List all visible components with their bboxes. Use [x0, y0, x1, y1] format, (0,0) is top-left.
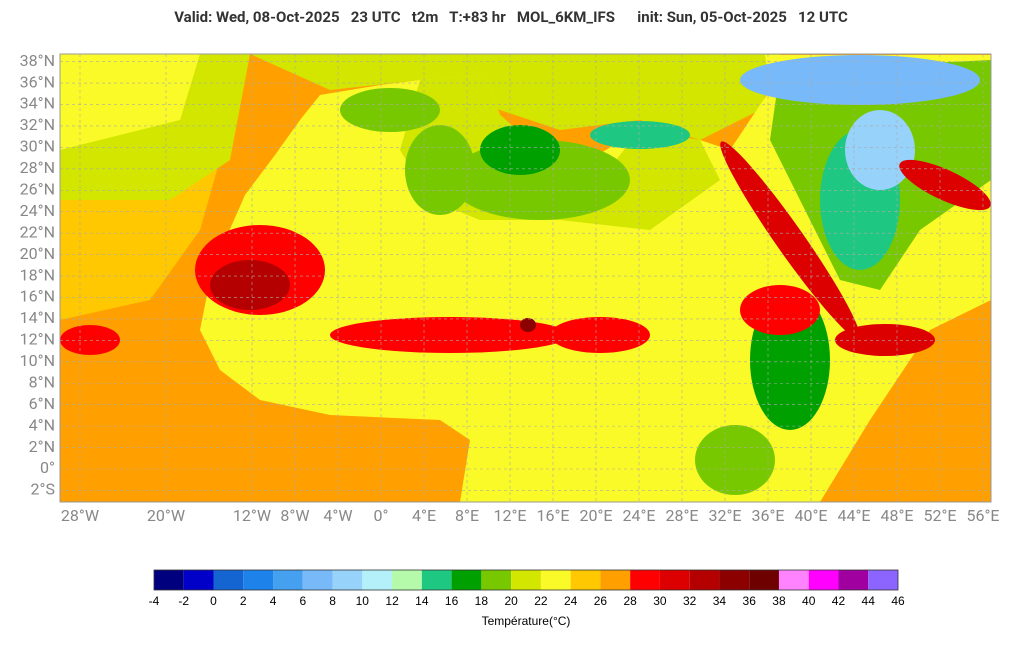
colorbar-bin: [719, 570, 750, 590]
lat-tick-label: 38°N: [20, 51, 55, 70]
title: Valid: Wed, 08-Oct-2025 23 UTC t2m T:+83…: [174, 8, 848, 26]
lat-tick-label: 34°N: [20, 94, 55, 113]
lon-tick-label: 24°E: [622, 506, 655, 525]
lat-tick-label: 0°: [40, 458, 55, 477]
colorbar-label: 18: [475, 594, 489, 608]
colorbar-bin: [540, 570, 571, 590]
colorbar-label: -2: [178, 594, 189, 608]
colorbar-label: 30: [653, 594, 667, 608]
colorbar-bin: [689, 570, 720, 590]
lon-tick-label: 52°E: [923, 506, 956, 525]
colorbar-bin: [451, 570, 482, 590]
colorbar-label: 22: [534, 594, 548, 608]
colorbar-label: 10: [356, 594, 370, 608]
colorbar-label: 24: [564, 594, 578, 608]
lat-tick-label: 2°S: [31, 480, 55, 499]
colorbar-label: 12: [385, 594, 399, 608]
lon-tick-label: 40°E: [794, 506, 827, 525]
graticule: [60, 54, 991, 502]
colorbar-label: 20: [504, 594, 518, 608]
lon-tick-label: 48°E: [880, 506, 913, 525]
colorbar-bin: [362, 570, 393, 590]
lat-tick-label: 24°N: [20, 201, 55, 220]
lat-tick-label: 10°N: [20, 351, 55, 370]
colorbar-bin: [332, 570, 363, 590]
lon-tick-label: 0°: [374, 506, 389, 525]
colorbar-label: 34: [713, 594, 727, 608]
colorbar-label: -4: [149, 594, 160, 608]
lon-tick-label: 8°E: [455, 506, 479, 525]
colorbar-label: 32: [683, 594, 697, 608]
colorbar-label: 38: [772, 594, 786, 608]
colorbar-bin: [481, 570, 512, 590]
colorbar-bin: [243, 570, 274, 590]
lat-tick-label: 20°N: [20, 244, 55, 263]
colorbar-bin: [302, 570, 333, 590]
lon-tick-label: 44°E: [837, 506, 870, 525]
colorbar-title: Température(°C): [482, 614, 571, 628]
map-frame: [59, 53, 992, 503]
map-field: [60, 54, 991, 502]
colorbar-label: 46: [891, 594, 905, 608]
colorbar-bin: [570, 570, 601, 590]
colorbar-label: 2: [240, 594, 247, 608]
lat-tick-label: 6°N: [29, 394, 55, 413]
lon-tick-label: 28°E: [665, 506, 698, 525]
lat-tick-label: 32°N: [20, 115, 55, 134]
lat-tick-label: 36°N: [20, 72, 55, 91]
colorbar-bin: [659, 570, 690, 590]
lat-tick-label: 14°N: [20, 308, 55, 327]
lon-tick-label: 32°E: [708, 506, 741, 525]
lon-tick-label: 56°E: [966, 506, 999, 525]
colorbar-bin: [421, 570, 452, 590]
colorbar-bin: [778, 570, 809, 590]
colorbar-frame: [153, 569, 899, 591]
lat-tick-label: 26°N: [20, 179, 55, 198]
lat-tick-label: 4°N: [29, 415, 55, 434]
lon-tick-label: 12°W: [233, 506, 271, 525]
colorbar-bin: [392, 570, 422, 590]
lon-tick-label: 36°E: [751, 506, 784, 525]
lat-tick-label: 12°N: [20, 330, 55, 349]
lat-tick-label: 16°N: [20, 287, 55, 306]
colorbar-label: 14: [415, 594, 429, 608]
lon-tick-label: 12°E: [493, 506, 526, 525]
colorbar-label: 42: [832, 594, 846, 608]
colorbar-label: 26: [594, 594, 608, 608]
colorbar-bin: [213, 570, 244, 590]
colorbar-bin: [273, 570, 303, 590]
lon-tick-label: 20°E: [579, 506, 612, 525]
lon-tick-label: 4°E: [412, 506, 436, 525]
colorbar-bin: [749, 570, 779, 590]
colorbar-bin: [630, 570, 660, 590]
lat-tick-label: 28°N: [20, 158, 55, 177]
lon-tick-label: 20°W: [147, 506, 185, 525]
lat-tick-label: 22°N: [20, 222, 55, 241]
colorbar-bin: [838, 570, 869, 590]
colorbar-bin: [183, 570, 214, 590]
colorbar-bin: [808, 570, 839, 590]
colorbar-label: 0: [210, 594, 217, 608]
colorbar-label: 28: [623, 594, 637, 608]
lon-tick-label: 16°E: [536, 506, 569, 525]
lon-tick-label: 4°W: [323, 506, 352, 525]
lon-tick-label: 8°W: [280, 506, 309, 525]
lat-tick-label: 30°N: [20, 137, 55, 156]
lat-tick-label: 2°N: [29, 437, 55, 456]
lat-tick-label: 18°N: [20, 265, 55, 284]
colorbar-label: 4: [270, 594, 277, 608]
lat-tick-label: 8°N: [29, 372, 55, 391]
colorbar-label: 6: [299, 594, 306, 608]
colorbar-bin: [600, 570, 631, 590]
colorbar-label: 16: [445, 594, 459, 608]
colorbar-label: 44: [862, 594, 876, 608]
colorbar-label: 36: [743, 594, 757, 608]
colorbar-label: 40: [802, 594, 816, 608]
colorbar-bin: [154, 570, 184, 590]
colorbar-label: 8: [329, 594, 336, 608]
lon-tick-label: 28°W: [61, 506, 99, 525]
colorbar-bin: [511, 570, 541, 590]
colorbar-bin: [868, 570, 898, 590]
